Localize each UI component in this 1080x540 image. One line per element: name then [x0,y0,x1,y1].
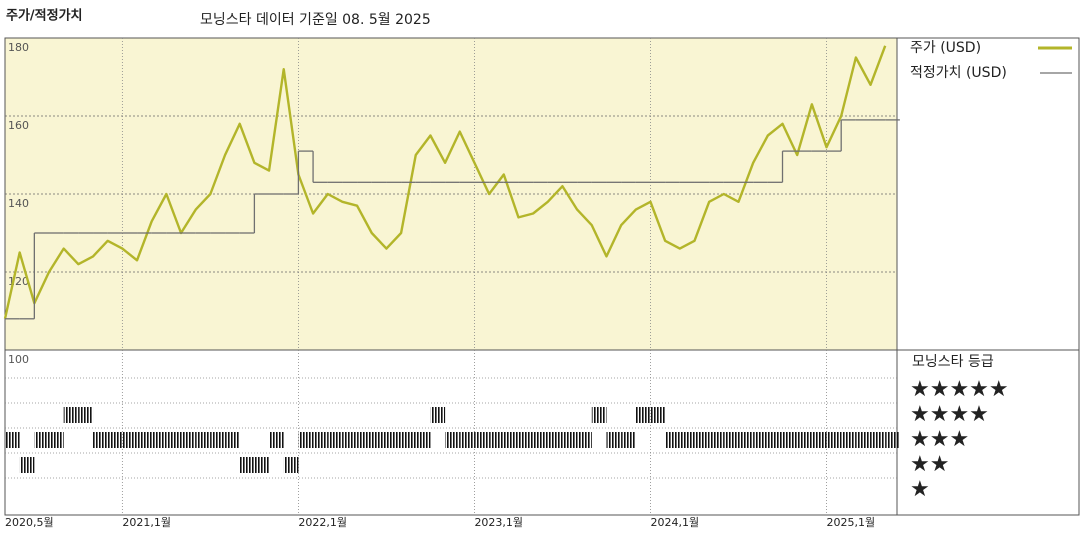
ratings-title: 모닝스타 등급 [912,354,994,370]
rating-bar [665,432,680,448]
chart-subtitle: 모닝스타 데이터 기준일 08. 5월 2025 [200,12,431,28]
rating-bar [415,432,431,448]
rating-bar [401,432,416,448]
rating-label: ★★★ [910,427,969,452]
rating-bar [63,407,79,423]
rating-label: ★★★★★ [910,377,1009,402]
rating-bar [797,432,812,448]
x-tick-label: 2021,1월 [122,516,171,529]
rating-bar [885,432,900,448]
legend-label: 적정가치 (USD) [910,65,1007,81]
rating-bar [166,432,182,448]
chart-title: 주가/적정가치 [6,8,83,24]
rating-bar [679,432,695,448]
rating-bar [694,432,710,448]
rating-label: ★★★★ [910,402,989,427]
rating-bar [342,432,358,448]
rating-bar [738,432,754,448]
rating-bar [49,432,64,448]
y-tick-label: 140 [8,197,29,210]
rating-bar [518,432,534,448]
rating-bar [386,432,402,448]
rating-bar [269,432,284,448]
rating-bar [503,432,519,448]
rating-bar [841,432,856,448]
rating-bar [459,432,475,448]
rating-bar [239,457,255,473]
x-tick-label: 2024,1월 [650,516,699,529]
rating-bar [723,432,739,448]
rating-bar [254,457,270,473]
rating-bar [855,432,871,448]
rating-bar [753,432,768,448]
rating-bar [137,432,152,448]
rating-bar [107,432,123,448]
y-tick-label: 100 [8,353,29,366]
rating-bar [811,432,827,448]
rating-bar [313,432,328,448]
rating-bar [826,432,842,448]
rating-bar [78,407,94,423]
y-tick-label: 160 [8,119,29,132]
rating-bar [474,432,490,448]
rating-bar [298,432,314,448]
rating-bar [547,432,563,448]
rating-bar [225,432,240,448]
rating-bar [210,432,226,448]
x-tick-label: 2022,1월 [298,516,347,529]
rating-bar [709,432,724,448]
rating-bar [357,432,372,448]
x-tick-label: 2020,5월 [5,516,54,529]
rating-bar [93,432,108,448]
rating-bar [151,432,167,448]
x-tick-label: 2025,1월 [827,516,876,529]
rating-bar [870,432,886,448]
rating-bar [782,432,798,448]
rating-label: ★ [910,477,930,502]
legend-label: 주가 (USD) [910,40,981,56]
rating-bar [5,432,20,448]
rating-bar [195,432,211,448]
rating-bar [767,432,783,448]
rating-bar [283,457,299,473]
rating-bar [635,407,651,423]
rating-bar [430,407,446,423]
y-tick-label: 180 [8,41,29,54]
rating-bar [489,432,504,448]
rating-bar [327,432,343,448]
rating-bar [650,407,666,423]
rating-bar [122,432,138,448]
rating-bar [445,432,460,448]
x-tick-label: 2023,1월 [474,516,523,529]
rating-bar [577,432,592,448]
rating-bar [34,432,50,448]
rating-bar [591,407,607,423]
rating-bar [621,432,636,448]
rating-bar [19,457,35,473]
price-line [3,45,887,320]
rating-bar [533,432,548,448]
rating-bar [606,432,622,448]
rating-bar [181,432,196,448]
rating-label: ★★ [910,452,949,477]
rating-bar [371,432,387,448]
frame [4,37,1080,516]
rating-bar [562,432,578,448]
